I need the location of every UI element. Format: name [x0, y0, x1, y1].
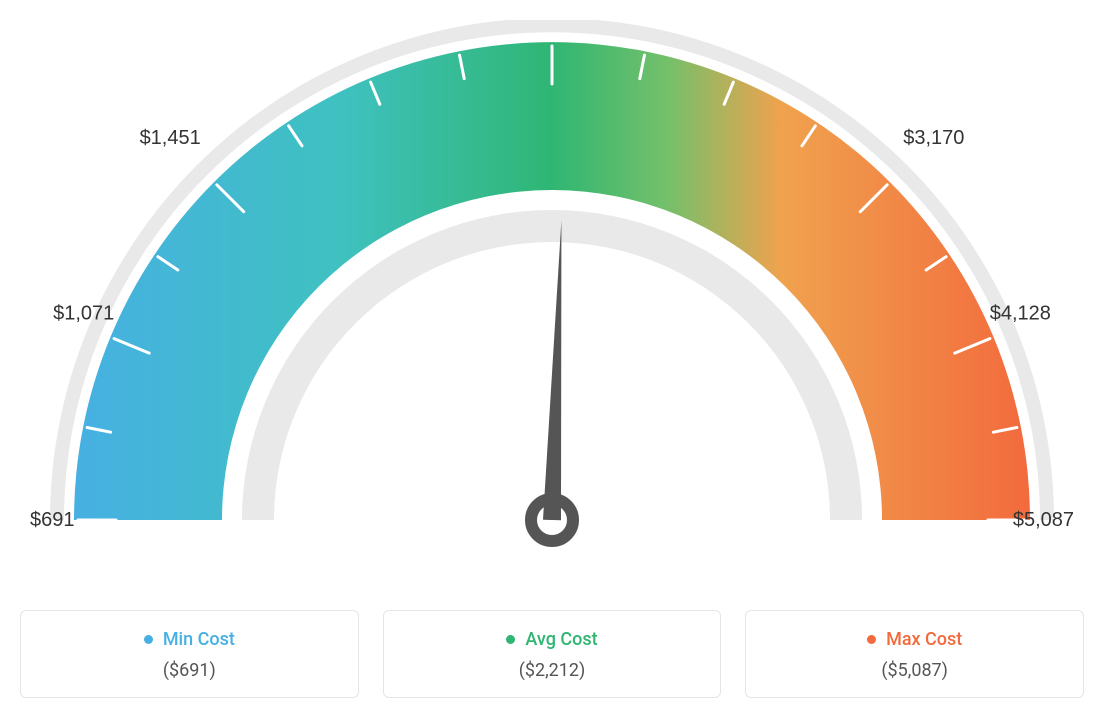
svg-text:$1,071: $1,071	[53, 302, 114, 324]
legend-value-min: ($691)	[31, 660, 348, 681]
legend-card-max: Max Cost ($5,087)	[745, 610, 1084, 698]
cost-gauge-chart: $691$1,071$1,451$2,212$3,170$4,128$5,087…	[20, 20, 1084, 698]
svg-text:$3,170: $3,170	[903, 127, 964, 149]
legend-value-max: ($5,087)	[756, 660, 1073, 681]
gauge-svg: $691$1,071$1,451$2,212$3,170$4,128$5,087	[20, 20, 1084, 580]
legend-card-min: Min Cost ($691)	[20, 610, 359, 698]
legend-title-min: Min Cost	[163, 629, 235, 650]
svg-text:$1,451: $1,451	[140, 127, 201, 149]
legend-dot-avg	[506, 635, 515, 644]
legend-row: Min Cost ($691) Avg Cost ($2,212) Max Co…	[20, 610, 1084, 698]
svg-text:$691: $691	[30, 509, 75, 531]
legend-card-avg: Avg Cost ($2,212)	[383, 610, 722, 698]
legend-value-avg: ($2,212)	[394, 660, 711, 681]
legend-dot-min	[144, 635, 153, 644]
svg-text:$4,128: $4,128	[990, 302, 1051, 324]
legend-title-max: Max Cost	[886, 629, 962, 650]
legend-title-avg: Avg Cost	[525, 629, 597, 650]
svg-text:$5,087: $5,087	[1013, 509, 1074, 531]
legend-dot-max	[867, 635, 876, 644]
